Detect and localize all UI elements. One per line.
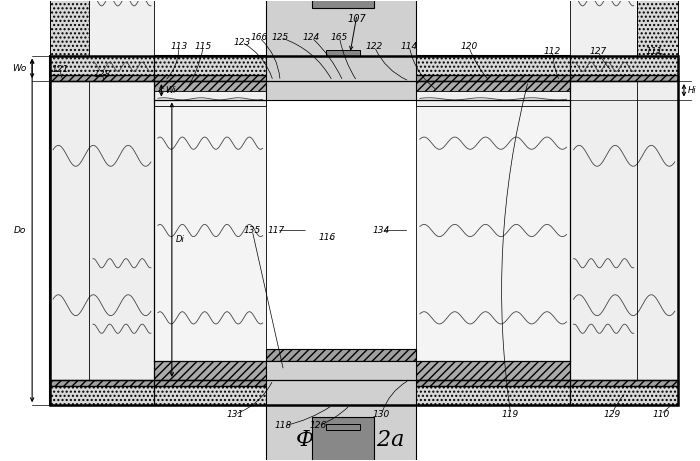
Bar — [266, 0, 416, 100]
Text: 127: 127 — [589, 47, 607, 56]
Bar — [416, 91, 570, 106]
Bar — [637, 230, 678, 361]
Bar — [50, 56, 678, 405]
Text: 134: 134 — [373, 226, 390, 235]
Bar — [155, 91, 266, 106]
Text: 135: 135 — [244, 226, 261, 235]
Text: Hi: Hi — [687, 86, 696, 95]
Text: 110: 110 — [652, 410, 669, 419]
Bar — [335, 399, 351, 424]
Bar — [50, 56, 155, 81]
Bar — [312, 416, 374, 461]
Bar — [50, 230, 90, 361]
Text: 131: 131 — [226, 410, 244, 419]
Bar — [312, 0, 374, 8]
Bar — [155, 56, 266, 81]
Bar — [50, 380, 678, 386]
Bar — [266, 361, 416, 374]
Text: 107: 107 — [348, 14, 366, 24]
Text: 128: 128 — [93, 70, 111, 79]
Bar — [416, 100, 570, 361]
Text: 117: 117 — [268, 226, 286, 235]
Bar — [416, 81, 570, 100]
Bar — [155, 81, 266, 100]
Bar — [90, 230, 155, 361]
Bar — [312, 0, 374, 8]
Bar — [266, 0, 416, 100]
Text: 122: 122 — [366, 42, 383, 51]
Bar — [416, 56, 570, 81]
Text: 165: 165 — [331, 33, 348, 42]
Text: 123: 123 — [233, 37, 251, 47]
Bar — [637, 0, 678, 100]
Bar — [50, 75, 678, 81]
Bar — [50, 56, 678, 405]
Text: 125: 125 — [272, 33, 289, 42]
Text: 114: 114 — [401, 42, 418, 51]
Bar — [312, 416, 374, 445]
Bar — [570, 0, 637, 100]
Bar — [266, 361, 416, 461]
Bar — [570, 90, 678, 100]
Bar — [50, 380, 155, 405]
Bar — [155, 100, 266, 361]
Text: 115: 115 — [195, 42, 212, 51]
Bar — [155, 380, 266, 405]
Bar — [570, 380, 678, 405]
Text: 111: 111 — [645, 47, 662, 56]
Bar — [570, 56, 678, 81]
Bar — [90, 0, 155, 100]
Text: Wo: Wo — [12, 64, 27, 73]
Text: 113: 113 — [170, 42, 188, 51]
Bar — [50, 380, 678, 405]
Bar — [50, 361, 155, 371]
Bar — [266, 361, 416, 461]
Bar — [570, 230, 637, 361]
Text: 118: 118 — [275, 421, 293, 430]
Bar — [155, 361, 266, 380]
Bar — [50, 0, 90, 100]
Text: 166: 166 — [251, 33, 268, 42]
Text: 112: 112 — [544, 47, 561, 56]
Bar — [570, 361, 678, 371]
Bar — [50, 81, 155, 380]
Text: 121: 121 — [52, 65, 69, 74]
Text: 126: 126 — [310, 421, 327, 430]
Bar — [335, 56, 351, 81]
Bar — [570, 81, 678, 380]
Text: 119: 119 — [502, 410, 519, 419]
Text: 130: 130 — [373, 410, 390, 419]
Bar — [326, 424, 360, 430]
Bar — [266, 349, 416, 361]
Bar — [416, 361, 570, 380]
Bar — [50, 90, 155, 100]
Text: Di: Di — [175, 235, 184, 244]
Text: 116: 116 — [318, 233, 335, 242]
Text: Wi: Wi — [165, 86, 176, 95]
Text: 129: 129 — [603, 410, 621, 419]
Bar — [326, 50, 360, 56]
Bar — [50, 56, 678, 81]
Text: 120: 120 — [460, 42, 477, 51]
Text: 124: 124 — [303, 33, 320, 42]
Text: ФИГ. 12а: ФИГ. 12а — [296, 429, 404, 450]
Text: Do: Do — [14, 226, 27, 235]
Bar — [416, 380, 570, 405]
